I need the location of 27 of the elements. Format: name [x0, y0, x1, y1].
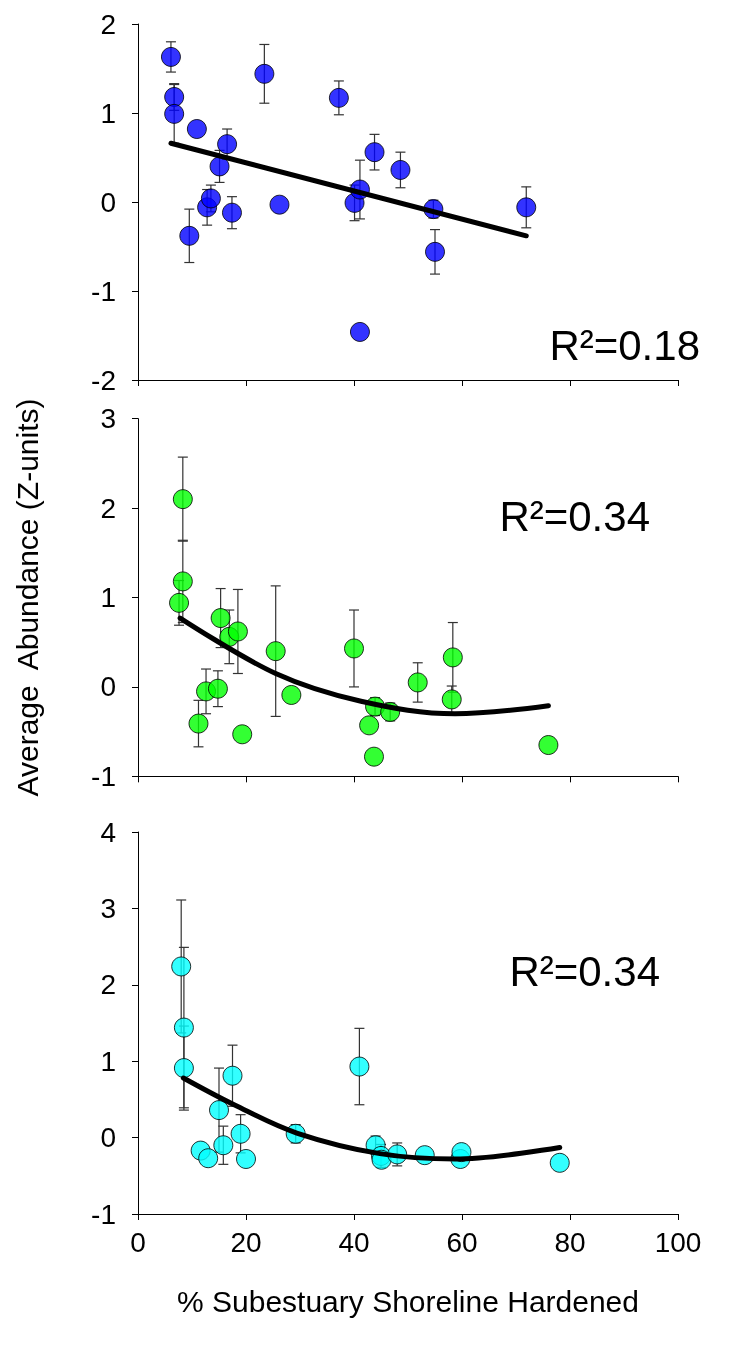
- y-tick-label: 2: [100, 969, 116, 1001]
- annotation: R²=0.34: [499, 492, 650, 540]
- y-tick-label: 1: [100, 1045, 116, 1077]
- y-tick-label: 0: [100, 671, 116, 703]
- x-tick-label: 20: [230, 1226, 262, 1258]
- y-tick-label: 4: [100, 816, 116, 848]
- y-tick-label: 2: [100, 8, 116, 40]
- y-tick-label: 1: [100, 582, 116, 613]
- y-axis-title: Average Abundance (Z-units): [10, 398, 44, 797]
- y-tick-label: 3: [100, 892, 116, 924]
- y-tick-label: -2: [91, 364, 116, 396]
- annotation: R²=0.34: [509, 947, 660, 995]
- x-axis-title: % Subestuary Shoreline Hardened: [177, 1284, 639, 1318]
- x-tick-label: 80: [554, 1226, 586, 1258]
- y-tick-label: -1: [91, 1198, 116, 1230]
- y-tick-label: 3: [100, 403, 116, 435]
- y-tick-label: 0: [100, 186, 116, 218]
- y-tick-label: 1: [100, 97, 116, 129]
- y-tick-label: 0: [100, 1122, 116, 1154]
- y-tick-label: 2: [100, 492, 116, 524]
- annotation: R²=0.18: [549, 321, 700, 369]
- x-tick-label: 100: [654, 1226, 702, 1258]
- x-tick-label: 60: [446, 1226, 478, 1258]
- y-tick-label: -1: [91, 760, 116, 792]
- y-tick-label: -1: [91, 275, 116, 307]
- x-tick-label: 0: [130, 1226, 146, 1258]
- x-tick-label: 40: [338, 1226, 370, 1258]
